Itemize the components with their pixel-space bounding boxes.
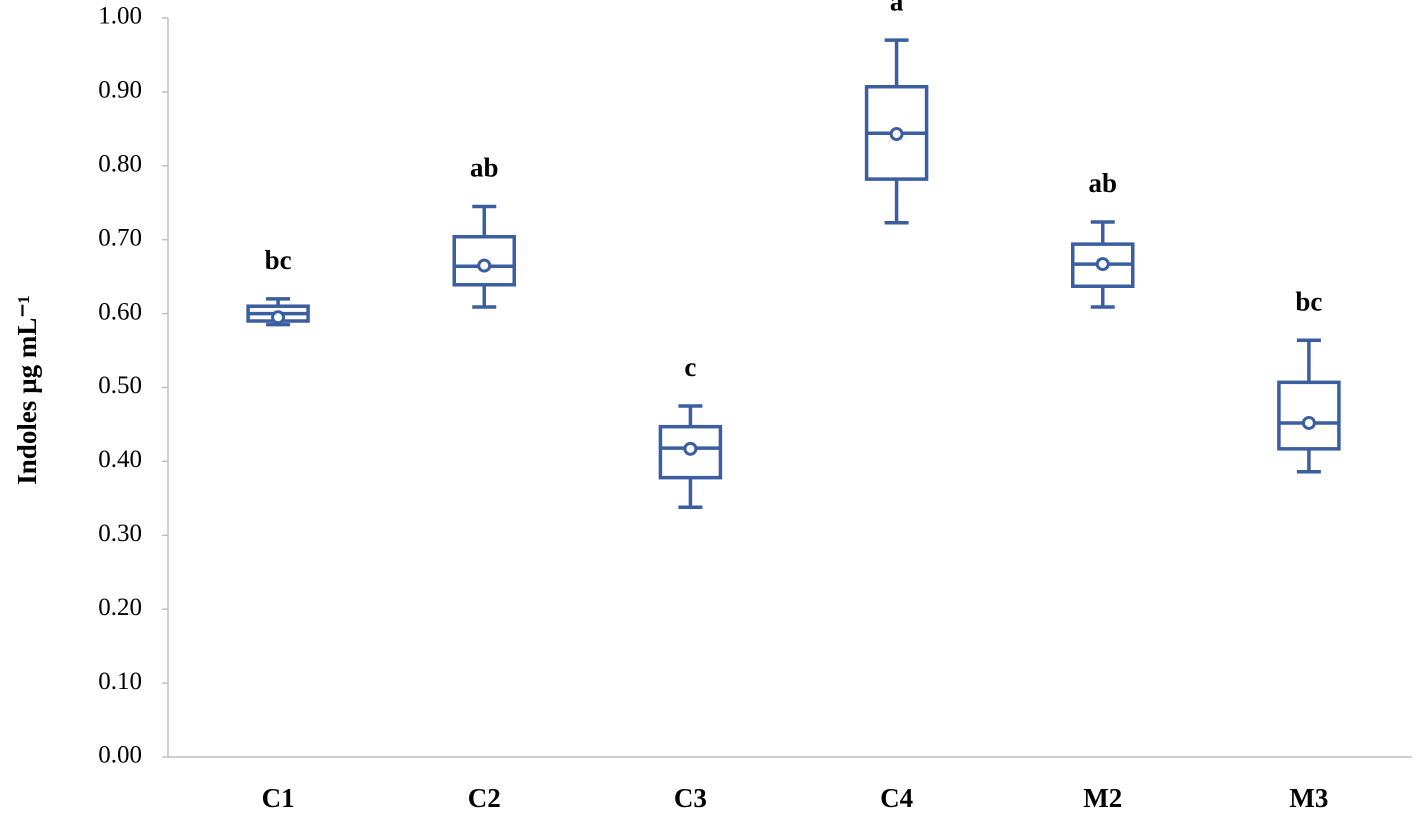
y-tick-label: 0.20 xyxy=(98,594,142,621)
mean xyxy=(683,441,698,456)
mean xyxy=(889,127,904,142)
y-tick-label: 0.40 xyxy=(98,446,142,473)
mean xyxy=(271,310,286,325)
y-tick-label: 0.00 xyxy=(98,742,142,769)
annotation: ab xyxy=(1088,168,1117,198)
mean xyxy=(1095,257,1110,272)
x-tick-label: C3 xyxy=(674,783,707,813)
annotation: ab xyxy=(470,153,499,183)
y-axis-label: Indoles µg mL⁻¹ xyxy=(12,295,42,484)
annotation: bc xyxy=(265,245,292,275)
y-tick-label: 0.10 xyxy=(98,668,142,695)
annotation: bc xyxy=(1295,286,1322,316)
mean xyxy=(477,258,492,273)
x-tick-label: C4 xyxy=(880,783,913,813)
annotation: c xyxy=(684,352,696,382)
y-tick-label: 0.60 xyxy=(98,298,142,325)
y-tick-label: 0.80 xyxy=(98,151,142,178)
y-tick-label: 0.30 xyxy=(98,520,142,547)
y-tick-label: 0.70 xyxy=(98,224,142,251)
y-tick-label: 0.90 xyxy=(98,77,142,104)
x-tick-label: C1 xyxy=(262,783,295,813)
mean xyxy=(1301,415,1316,430)
x-tick-label: M3 xyxy=(1289,783,1328,813)
y-tick-label: 0.50 xyxy=(98,372,142,399)
x-tick-label: M2 xyxy=(1083,783,1122,813)
annotation: a xyxy=(890,0,904,16)
y-tick-label: 1.00 xyxy=(98,3,142,30)
box xyxy=(1277,380,1341,451)
x-tick-label: C2 xyxy=(468,783,501,813)
